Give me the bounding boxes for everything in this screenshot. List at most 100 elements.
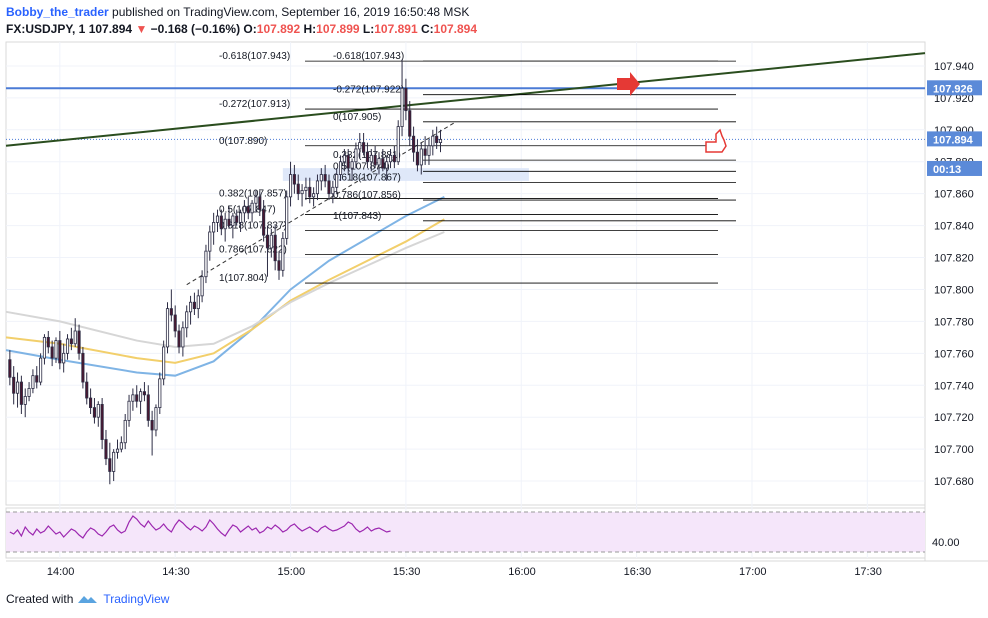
candle-body (312, 193, 316, 198)
time-tick-label: 14:00 (47, 566, 75, 578)
candle-body (92, 407, 96, 418)
candle-body (419, 148, 423, 166)
candle-body (346, 154, 350, 169)
candle-body (54, 340, 58, 359)
tradingview-link[interactable]: TradingView (103, 592, 170, 606)
price-tick-label: 107.780 (934, 316, 974, 328)
candle-body (173, 314, 177, 332)
author-link[interactable]: Bobby_the_trader (6, 5, 109, 19)
candle-body (292, 174, 296, 185)
price-axis-badge-label: 107.926 (933, 83, 973, 95)
fib-lower-label: 0.382(107.857) (219, 188, 287, 199)
fib-upper-label: 1(107.843) (333, 211, 381, 222)
candle-body (15, 381, 20, 394)
candle-body (215, 215, 220, 223)
candle-body (112, 451, 116, 472)
dashed-trendline (186, 121, 457, 286)
price-axis-badge (927, 131, 982, 147)
price-axis-badge-label: 00:13 (933, 164, 961, 176)
price-tick-label: 107.680 (934, 476, 974, 488)
low-value: 107.891 (374, 22, 418, 36)
candle-body (58, 340, 62, 364)
candle-body (423, 148, 427, 156)
candle-body (304, 186, 308, 191)
price-tick-label: 107.940 (934, 61, 974, 73)
high-value: 107.899 (316, 22, 360, 36)
candle-body (431, 135, 435, 147)
thumbs-up-icon (705, 128, 727, 153)
candle-body (8, 359, 12, 378)
rsi-tick-label: 40.00 (932, 537, 960, 549)
candle-body (181, 327, 185, 348)
candle-body (242, 206, 246, 214)
candle-body (338, 161, 343, 175)
price-axis-badge (927, 160, 982, 176)
candle-body (85, 381, 89, 399)
candle-body (373, 154, 377, 166)
candle-body (392, 154, 396, 163)
candle-body (212, 222, 216, 233)
fib-lower-label: 0.786(107.822) (219, 244, 287, 255)
close-label: C: (420, 22, 434, 36)
time-tick-label: 16:30 (624, 566, 652, 578)
price-axis-badge (927, 80, 982, 96)
candle-body (189, 301, 193, 313)
fib-upper-label: 0(107.905) (333, 112, 381, 123)
candle-body (323, 174, 327, 182)
candle-body (335, 174, 339, 188)
candle-body (165, 308, 170, 348)
price-tick-label: 107.840 (934, 221, 974, 233)
down-arrow-icon: ▼ (135, 22, 148, 36)
price-axis-badge-label: 107.894 (933, 134, 974, 146)
candle-body (100, 404, 104, 440)
symbol-label: FX:USDJPY, 1 (6, 22, 86, 36)
high-label: H: (303, 22, 317, 36)
candle-body (12, 376, 16, 394)
candle-body (342, 154, 346, 163)
candle-body (250, 202, 254, 214)
footer: Created with TradingView (6, 592, 169, 606)
candle-body (150, 419, 154, 431)
candle-body (158, 378, 162, 409)
publish-info: published on TradingView.com, September … (112, 5, 470, 19)
candle-body (319, 174, 323, 182)
symbol-line: FX:USDJPY, 1 107.894 ▼ −0.168 (−0.16%) O… (6, 21, 976, 38)
candle-body (192, 301, 196, 310)
time-tick-label: 15:30 (393, 566, 421, 578)
time-tick-label: 17:00 (739, 566, 767, 578)
fib-lower-label: -0.618(107.943) (219, 51, 290, 62)
candle-body (89, 397, 93, 409)
candle-body (377, 158, 381, 166)
candle-body (196, 295, 200, 310)
candle-body (223, 218, 227, 230)
candle-body (308, 186, 312, 198)
price-tick-label: 107.920 (934, 93, 974, 105)
fib-upper-label: 0.5(107.874) (333, 161, 390, 172)
price-tick-label: 107.720 (934, 412, 974, 424)
candle-body (154, 407, 158, 431)
candle-body (300, 190, 304, 195)
candle-body (438, 138, 443, 143)
candle-body (427, 145, 431, 156)
candle-body (115, 448, 120, 453)
candle-body (142, 391, 146, 396)
moving-average-line (5, 231, 445, 348)
last-price: 107.894 (88, 22, 133, 36)
candle-body (412, 135, 416, 153)
price-pane-frame (5, 41, 926, 506)
candle-body (315, 180, 320, 195)
candle-body (358, 142, 362, 150)
candle-body (388, 154, 393, 163)
candle-body (331, 186, 335, 195)
candle-body (119, 442, 123, 450)
candle-body (265, 234, 270, 249)
candle-body (269, 234, 273, 249)
candle-body (46, 336, 50, 348)
rsi-line (9, 515, 391, 539)
candle-body (227, 218, 231, 227)
candle-body (65, 338, 70, 354)
open-value: 107.892 (256, 22, 301, 36)
candle-body (162, 346, 166, 380)
open-label: O: (243, 22, 257, 36)
